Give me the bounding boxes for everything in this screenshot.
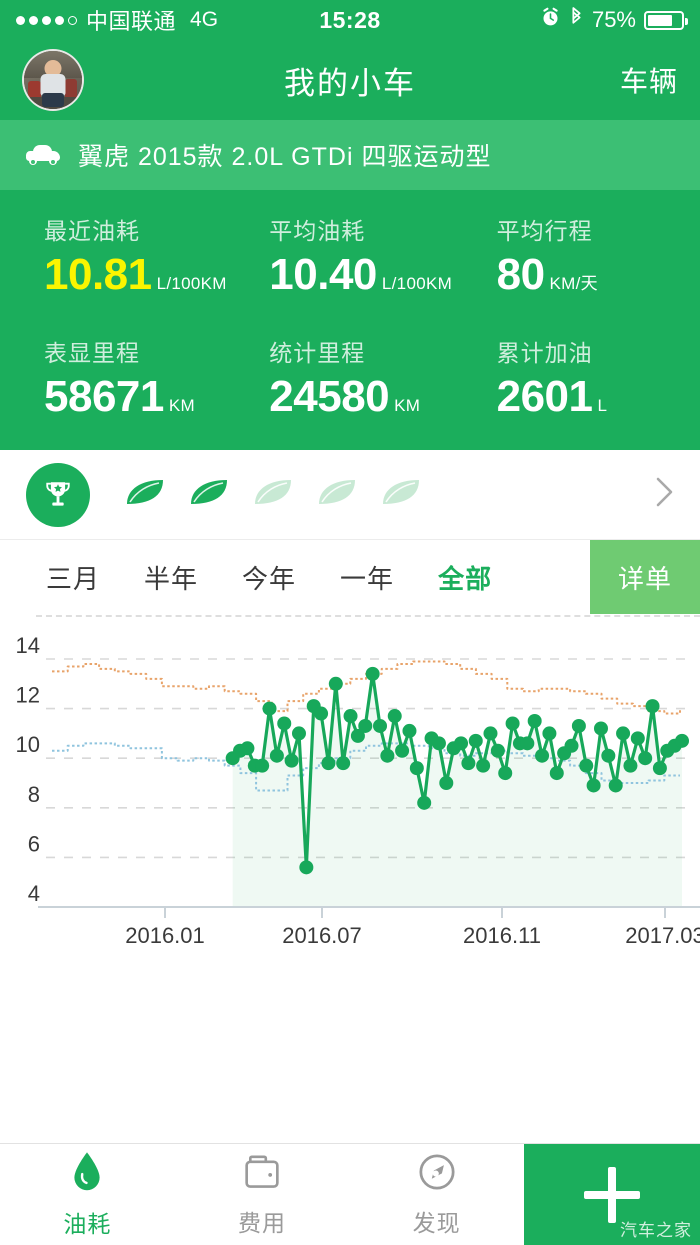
- stat-label: 表显里程: [44, 340, 140, 367]
- stats-row-2: 表显里程 58671 KM 统计里程 24580 KM 累计加油 2601 L: [0, 334, 700, 420]
- bluetooth-icon: [569, 6, 584, 34]
- nav-label: 费用: [238, 1209, 286, 1236]
- battery-icon: [644, 10, 688, 30]
- vehicle-switch-button[interactable]: 车辆: [619, 66, 678, 97]
- nav-item-discover[interactable]: 发现: [349, 1144, 524, 1245]
- svg-text:12: 12: [16, 683, 40, 708]
- stat-unit: L: [597, 396, 608, 416]
- fuel-consumption-chart[interactable]: 14 12 10 8 6 4 2016.01 2016.07 2016.11 2017.03: [0, 614, 700, 975]
- status-bar-right: 75%: [540, 6, 688, 34]
- stat-value: 24580: [269, 372, 390, 422]
- svg-text:2016.11: 2016.11: [463, 923, 541, 948]
- stat-counted-mileage: 统计里程 24580 KM: [233, 334, 466, 420]
- watermark-label: 汽车之家: [620, 1221, 693, 1240]
- page-title: 我的小车: [284, 65, 416, 101]
- leaf-rating: [124, 477, 422, 512]
- stat-odometer: 表显里程 58671 KM: [0, 334, 233, 420]
- leaf-icon: [316, 477, 358, 512]
- svg-text:2016.07: 2016.07: [282, 923, 362, 948]
- chevron-right-icon[interactable]: [654, 476, 674, 513]
- detail-list-button[interactable]: 详单: [590, 540, 700, 615]
- leaf-icon: [252, 477, 294, 512]
- achievement-strip[interactable]: [0, 450, 700, 541]
- compass-icon: [417, 1152, 457, 1197]
- stat-average-trip: 平均行程 80 KM/天: [467, 212, 700, 298]
- stat-value: 58671: [44, 372, 164, 422]
- tab-three-months[interactable]: 三月: [46, 563, 101, 594]
- chart-canvas: 14 12 10 8 6 4 2016.01 2016.07 2016.11 2017.03: [16, 633, 700, 948]
- svg-text:2016.01: 2016.01: [125, 923, 205, 948]
- nav-item-cost[interactable]: 费用: [175, 1144, 350, 1245]
- stat-total-refuel: 累计加油 2601 L: [467, 334, 700, 420]
- nav-item-fuel[interactable]: 油耗: [0, 1144, 175, 1245]
- stats-panel: 最近油耗 10.81 L/100KM 平均油耗 10.40 L/100KM 平均…: [0, 190, 700, 451]
- svg-text:10: 10: [16, 733, 40, 758]
- stat-unit: L/100KM: [381, 274, 453, 293]
- network-type-label: 4G: [190, 8, 219, 31]
- nav-label: 油耗: [63, 1210, 112, 1237]
- stat-unit: KM: [168, 396, 195, 416]
- add-record-button[interactable]: 汽车之家: [524, 1144, 700, 1245]
- stat-recent-fuel: 最近油耗 10.81 L/100KM: [0, 212, 233, 298]
- stat-label: 统计里程: [269, 340, 366, 367]
- app-header: 我的小车 车辆: [0, 40, 700, 120]
- stat-value: 2601: [496, 372, 593, 422]
- wallet-icon: [243, 1152, 281, 1197]
- range-tabs: 三月 半年 今年 一年 全部: [0, 540, 492, 614]
- nav-label: 发现: [412, 1209, 461, 1236]
- stat-label: 累计加油: [496, 340, 593, 367]
- avatar[interactable]: [22, 49, 84, 111]
- stat-average-fuel: 平均油耗 10.40 L/100KM: [233, 212, 466, 298]
- alarm-clock-icon: [540, 7, 561, 34]
- svg-text:2017.03: 2017.03: [625, 923, 700, 948]
- range-tab-bar: 三月 半年 今年 一年 全部 详单: [0, 540, 700, 615]
- svg-text:8: 8: [28, 782, 40, 807]
- svg-text:6: 6: [28, 832, 40, 857]
- leaf-icon: [380, 477, 422, 512]
- leaf-icon: [124, 477, 166, 512]
- stat-unit: KM/天: [549, 274, 598, 293]
- tab-half-year[interactable]: 半年: [144, 563, 199, 594]
- status-bar: 中国联通 4G 15:28 75%: [0, 0, 700, 40]
- stat-value: 80: [496, 250, 545, 299]
- status-bar-left: 中国联通 4G: [16, 4, 218, 36]
- stats-row-1: 最近油耗 10.81 L/100KM 平均油耗 10.40 L/100KM 平均…: [0, 212, 700, 298]
- stat-value: 10.40: [269, 250, 377, 299]
- plus-icon: [584, 1166, 641, 1223]
- svg-text:14: 14: [16, 633, 40, 658]
- tab-this-year[interactable]: 今年: [242, 563, 297, 594]
- carrier-label: 中国联通: [86, 9, 177, 34]
- vehicle-model-label: 翼虎 2015款 2.0L GTDi 四驱运动型: [78, 143, 492, 171]
- chart-top-divider: [36, 615, 700, 618]
- bottom-nav: 油耗 费用 发现 汽车之家: [0, 1143, 700, 1245]
- tab-all[interactable]: 全部: [438, 563, 493, 594]
- fuel-drop-icon: [69, 1151, 105, 1198]
- stat-label: 平均油耗: [269, 218, 366, 244]
- signal-strength-icon: [16, 15, 77, 25]
- trophy-icon: [26, 462, 90, 527]
- stat-label: 平均行程: [496, 218, 593, 244]
- battery-percent-label: 75%: [591, 7, 636, 32]
- stat-unit: KM: [394, 396, 421, 416]
- leaf-icon: [188, 477, 230, 512]
- stat-unit: L/100KM: [156, 274, 227, 293]
- vehicle-model-bar[interactable]: 翼虎 2015款 2.0L GTDi 四驱运动型: [0, 120, 700, 190]
- tab-one-year[interactable]: 一年: [340, 563, 395, 594]
- stat-value: 10.81: [44, 250, 152, 299]
- stat-label: 最近油耗: [44, 218, 140, 244]
- car-icon: [26, 145, 60, 165]
- svg-text:4: 4: [28, 881, 40, 906]
